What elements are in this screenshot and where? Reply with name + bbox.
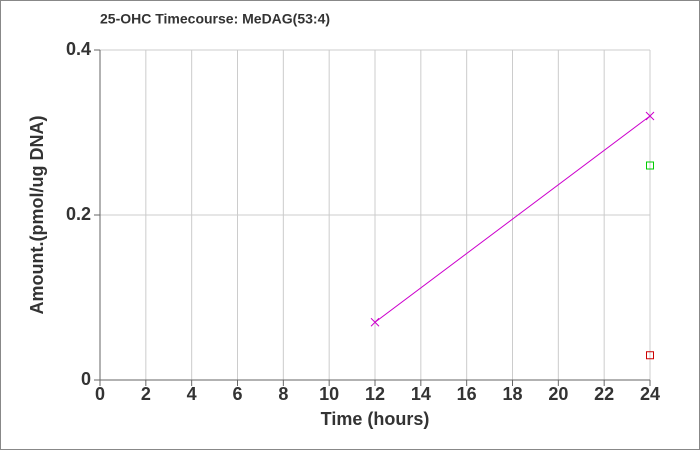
- x-tick-label: 16: [457, 384, 477, 404]
- x-tick-label: 12: [365, 384, 385, 404]
- x-tick-label: 2: [141, 384, 151, 404]
- y-axis-label: Amount.(pmol/ug DNA): [27, 116, 47, 315]
- x-tick-label: 8: [278, 384, 288, 404]
- x-tick-label: 10: [319, 384, 339, 404]
- point: [370, 317, 380, 327]
- y-tick-label: 0: [81, 369, 91, 389]
- x-tick-label: 22: [594, 384, 614, 404]
- point: [645, 111, 655, 121]
- point: [646, 161, 654, 170]
- x-tick-label: 14: [411, 384, 431, 404]
- x-axis-label: Time (hours): [321, 409, 430, 429]
- y-tick-label: 0.2: [66, 204, 91, 224]
- point: [646, 351, 654, 360]
- x-tick-label: 0: [95, 384, 105, 404]
- chart-title: 25-OHC Timecourse: MeDAG(53:4): [100, 11, 330, 27]
- x-tick-label: 24: [640, 384, 660, 404]
- y-tick-label: 0.4: [66, 39, 91, 59]
- x-tick-label: 18: [502, 384, 522, 404]
- x-tick-label: 20: [548, 384, 568, 404]
- series-line: [374, 115, 651, 323]
- x-tick-label: 4: [187, 384, 197, 404]
- x-tick-label: 6: [232, 384, 242, 404]
